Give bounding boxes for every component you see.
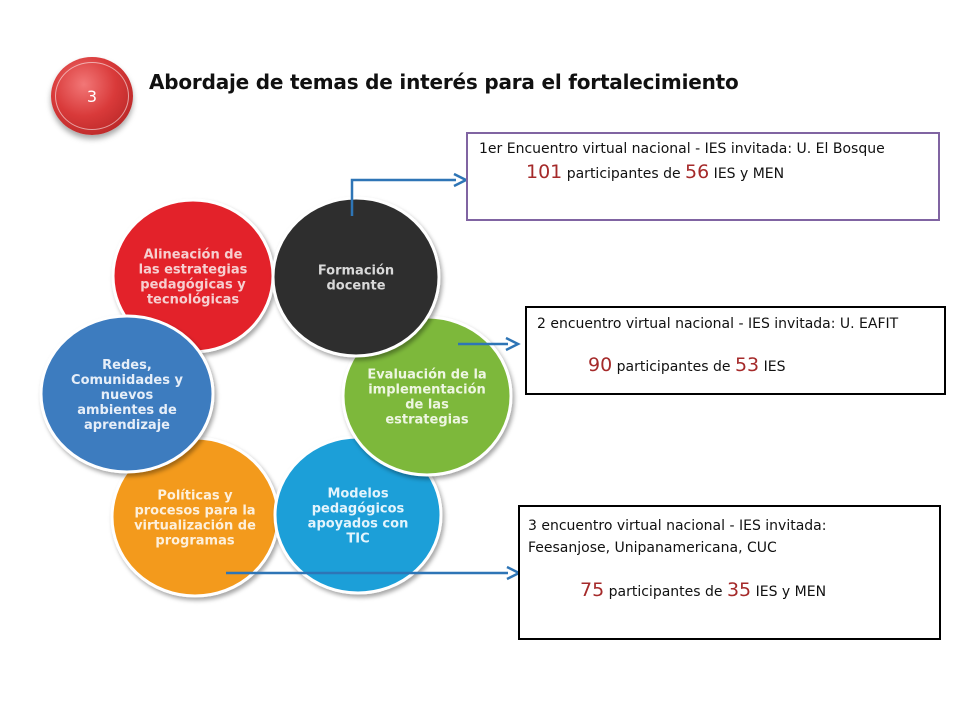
slide-number: 3 [55, 62, 129, 130]
cycle-node-formacion [271, 196, 441, 358]
cycle-label-redes: Redes, Comunidades y nuevos ambientes de apr… [71, 358, 183, 433]
cycle-label-politicas: Políticas y procesos para la virtualizació… [134, 489, 256, 549]
participants-label: participantes de [604, 584, 727, 600]
cycle-label-evaluacion: Evaluación de la implementación de las estr… [367, 368, 486, 428]
ies-label: IES y MEN [709, 166, 785, 182]
cycle-label-modelos: Modelos pedagógicos apoyados con TIC [308, 487, 409, 547]
encuentro-1-title: 1er Encuentro virtual nacional - IES inv… [479, 141, 885, 157]
cycle-label-formacion: Formación docente [318, 264, 394, 294]
encuentro-1-box: 1er Encuentro virtual nacional - IES inv… [466, 132, 940, 221]
encuentro-1-participants: 101 [526, 161, 563, 183]
cycle-node-redes [39, 314, 215, 474]
ies-label: IES y MEN [751, 584, 827, 600]
encuentro-2-box: 2 encuentro virtual nacional - IES invit… [525, 306, 946, 395]
connector-2-arrowhead-icon [505, 336, 521, 352]
encuentro-2-title: 2 encuentro virtual nacional - IES invit… [537, 316, 899, 332]
encuentro-3-stats: 75 participantes de 35 IES y MEN [580, 579, 939, 601]
encuentro-3-title: 3 encuentro virtual nacional - IES invit… [528, 518, 827, 534]
encuentro-1-ies: 56 [685, 161, 710, 183]
connector-1-line [350, 178, 456, 216]
participants-label: participantes de [562, 166, 686, 182]
ies-label: IES [759, 359, 786, 375]
slide-number-badge: 3 [51, 57, 133, 135]
encuentro-3-participants: 75 [580, 579, 605, 601]
cycle-label-alineacion: Alineación de las estrategias pedagógicas … [139, 248, 248, 308]
encuentro-2-stats: 90 participantes de 53 IES [588, 354, 944, 376]
participants-label: participantes de [612, 359, 735, 375]
encuentro-3-box: 3 encuentro virtual nacional - IES invit… [518, 505, 941, 640]
encuentro-2-participants: 90 [588, 354, 613, 376]
encuentro-3-invited: Feesanjose, Unipanamericana, CUC [528, 540, 777, 556]
slide-title: Abordaje de temas de interés para el for… [149, 70, 739, 94]
encuentro-1-stats: 101 participantes de 56 IES y MEN [526, 161, 938, 183]
encuentro-3-ies: 35 [726, 579, 752, 601]
encuentro-2-ies: 53 [734, 354, 760, 376]
